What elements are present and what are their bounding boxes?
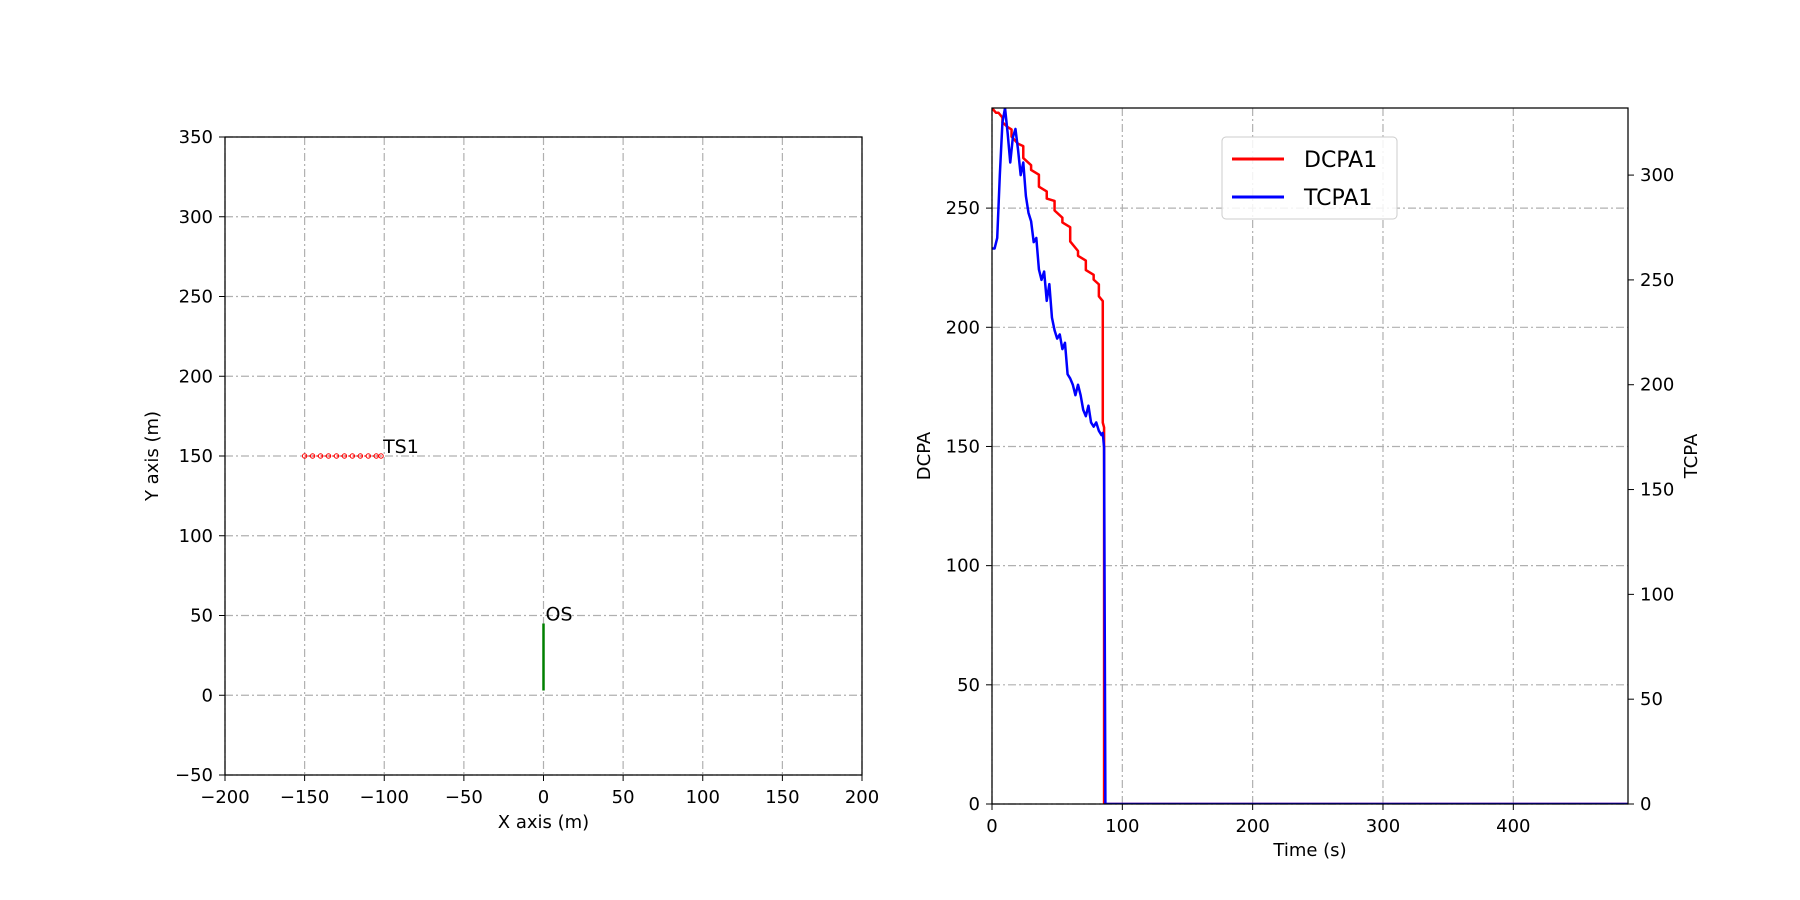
trajectory-series xyxy=(301,453,545,691)
x-tick-label: −150 xyxy=(280,787,329,808)
cpa-grid xyxy=(991,108,1628,805)
tcpa-tick-label: 0 xyxy=(1640,794,1651,815)
y-tick-label: 300 xyxy=(179,207,213,228)
x-tick-label: −100 xyxy=(360,787,409,808)
x-tick-label: −50 xyxy=(445,787,483,808)
cpa-plot-frame xyxy=(991,107,1629,805)
dcpa-tick-label: 250 xyxy=(946,198,980,219)
dcpa-axis-label: DCPA xyxy=(914,431,935,480)
trajectory-y-axis-label: Y axis (m) xyxy=(142,411,163,502)
legend-label-dcpa1: DCPA1 xyxy=(1304,148,1377,173)
x-tick-label: 300 xyxy=(1366,816,1400,837)
tcpa-tick-label: 200 xyxy=(1640,375,1674,396)
x-tick-label: 100 xyxy=(1105,816,1139,837)
cpa-x-axis-label: Time (s) xyxy=(1272,840,1346,861)
dcpa-tick-label: 0 xyxy=(969,794,980,815)
annotation-ts1: TS1 xyxy=(382,436,419,458)
trajectory-annotations: TS1 OS xyxy=(382,436,572,625)
point-ts1 xyxy=(309,453,316,459)
point-ts1 xyxy=(365,453,372,459)
y-tick-label: 50 xyxy=(190,606,213,627)
dcpa-tick-label: 150 xyxy=(946,436,980,457)
x-tick-label: 150 xyxy=(765,787,799,808)
x-tick-label: −200 xyxy=(200,787,249,808)
cpa-plot: 0 100 200 300 400 0 50 100 150 200 250 0 50 100 150 200… xyxy=(914,107,1702,861)
y-tick-label: 200 xyxy=(179,366,213,387)
x-tick-label: 0 xyxy=(986,816,997,837)
tcpa-tick-label: 100 xyxy=(1640,584,1674,605)
cpa-series xyxy=(992,108,1628,804)
point-ts1 xyxy=(349,453,356,459)
x-tick-label: 200 xyxy=(1235,816,1269,837)
y-tick-label: −50 xyxy=(175,765,213,786)
point-ts1 xyxy=(301,453,308,459)
series-line-tcpa1 xyxy=(992,108,1628,804)
tcpa-tick-label: 150 xyxy=(1640,480,1674,501)
point-ts1 xyxy=(357,453,364,459)
point-ts1 xyxy=(341,453,348,459)
tcpa-tick-label: 250 xyxy=(1640,270,1674,291)
tcpa-tick-label: 300 xyxy=(1640,165,1674,186)
legend-label-tcpa1: TCPA1 xyxy=(1303,186,1372,211)
dcpa-tick-label: 100 xyxy=(946,556,980,577)
y-tick-label: 150 xyxy=(179,446,213,467)
x-tick-label: 50 xyxy=(612,787,635,808)
y-tick-label: 250 xyxy=(179,287,213,308)
y-tick-label: 0 xyxy=(202,685,213,706)
annotation-os: OS xyxy=(546,603,573,625)
x-tick-label: 400 xyxy=(1496,816,1530,837)
point-ts1 xyxy=(378,453,384,459)
legend: DCPA1 TCPA1 xyxy=(1221,136,1398,220)
x-tick-label: 100 xyxy=(686,787,720,808)
x-tick-label: 0 xyxy=(538,787,549,808)
y-tick-label: 100 xyxy=(179,526,213,547)
y-tick-label: 350 xyxy=(179,127,213,148)
tcpa-axis-label: TCPA xyxy=(1681,433,1702,479)
cpa-ticks: 0 100 200 300 400 0 50 100 150 200 250 0 50 100 150 200… xyxy=(946,165,1675,837)
point-ts1 xyxy=(317,453,324,459)
dcpa-tick-label: 50 xyxy=(957,675,980,696)
series-line-dcpa1 xyxy=(992,108,1628,804)
point-ts1 xyxy=(333,453,340,459)
trajectory-plot: −200 −150 −100 −50 0 50 100 150 200 −50 0 50 100 150 2… xyxy=(142,127,879,833)
point-ts1 xyxy=(325,453,332,459)
x-tick-label: 200 xyxy=(845,787,879,808)
trajectory-ticks: −200 −150 −100 −50 0 50 100 150 200 −50 0 50 100 150 2… xyxy=(175,127,879,808)
trajectory-x-axis-label: X axis (m) xyxy=(498,812,589,833)
dcpa-tick-label: 200 xyxy=(946,317,980,338)
tcpa-tick-label: 50 xyxy=(1640,689,1663,710)
